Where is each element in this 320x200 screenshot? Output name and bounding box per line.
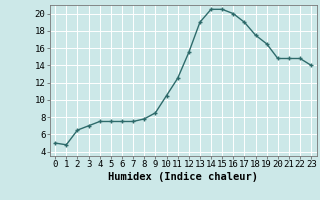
X-axis label: Humidex (Indice chaleur): Humidex (Indice chaleur) (108, 172, 258, 182)
